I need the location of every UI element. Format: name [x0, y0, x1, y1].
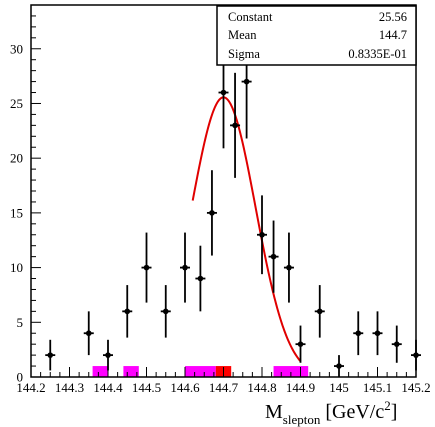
stat-label-constant: Constant: [228, 10, 273, 24]
histogram-bar: [273, 366, 309, 377]
data-point: [197, 275, 204, 282]
data-point: [85, 330, 92, 337]
x-axis-title: Mslepton [GeV/c2]: [265, 398, 397, 427]
x-tick-label: 144.3: [55, 380, 84, 395]
data-point: [220, 89, 227, 96]
stats-box-frame: [216, 5, 417, 66]
data-point: [286, 264, 292, 271]
y-tick-label: 5: [17, 315, 24, 330]
stat-value-constant: 25.56: [379, 10, 407, 24]
data-point: [143, 264, 150, 271]
data-point: [243, 78, 250, 85]
x-tick-label: 144.5: [132, 380, 161, 395]
x-tick-label: 144.9: [286, 380, 315, 395]
axes-layer: 144.2 144.3 144.4 144.5 144.6 144.7 144.8 144.9…: [10, 15, 431, 395]
x-tick-label: 144.4: [93, 380, 123, 395]
data-point: [105, 352, 111, 358]
data-point: [209, 210, 215, 216]
data-point: [162, 308, 169, 315]
data-point: [393, 341, 400, 347]
y-tick-label: 25: [10, 96, 23, 111]
x-tick-label: 145: [329, 380, 349, 395]
data-point: [297, 341, 304, 347]
histogram-bar: [185, 366, 216, 377]
x-tick-label: 145.1: [363, 380, 392, 395]
stat-label-mean: Mean: [228, 28, 257, 42]
data-point: [374, 330, 381, 337]
data-point: [259, 231, 265, 238]
x-axis-title-sub: slepton: [283, 412, 321, 427]
gaussian-fit-curve: [191, 96, 302, 362]
stat-value-mean: 144.7: [379, 28, 407, 42]
stats-box: Constant 25.56 Mean 144.7 Sigma 0.8335E-…: [216, 5, 417, 66]
histogram-bar: [92, 366, 108, 377]
x-axis-title-sup: 2: [384, 398, 391, 413]
x-tick-label: 144.6: [170, 380, 200, 395]
x-tick-label: 144.8: [247, 380, 276, 395]
y-tick-label: 10: [10, 260, 23, 275]
y-tick-label: 0: [17, 370, 24, 385]
data-point: [336, 363, 342, 369]
data-point: [182, 264, 188, 271]
y-tick-label: 20: [10, 151, 23, 166]
data-point: [355, 330, 362, 337]
data-point: [124, 308, 131, 315]
y-tick-label: 30: [10, 41, 23, 56]
y-tick-label: 15: [10, 205, 23, 220]
histogram-bar: [123, 366, 139, 377]
x-axis-title-units: [GeV/c: [325, 401, 384, 423]
stat-label-sigma: Sigma: [228, 47, 260, 61]
x-axis-title-close: ]: [391, 401, 398, 423]
data-point: [270, 253, 277, 260]
data-point: [316, 308, 323, 315]
x-tick-label: 144.7: [209, 380, 239, 395]
stat-value-sigma: 0.8335E-01: [348, 47, 407, 61]
data-point: [47, 352, 54, 358]
bars-layer: [92, 366, 309, 377]
data-point: [232, 122, 238, 129]
x-tick-label: 144.2: [16, 380, 45, 395]
fit-curve-layer: [191, 96, 302, 362]
x-axis-title-main: M: [265, 401, 283, 423]
x-tick-label: 145.2: [401, 380, 430, 395]
